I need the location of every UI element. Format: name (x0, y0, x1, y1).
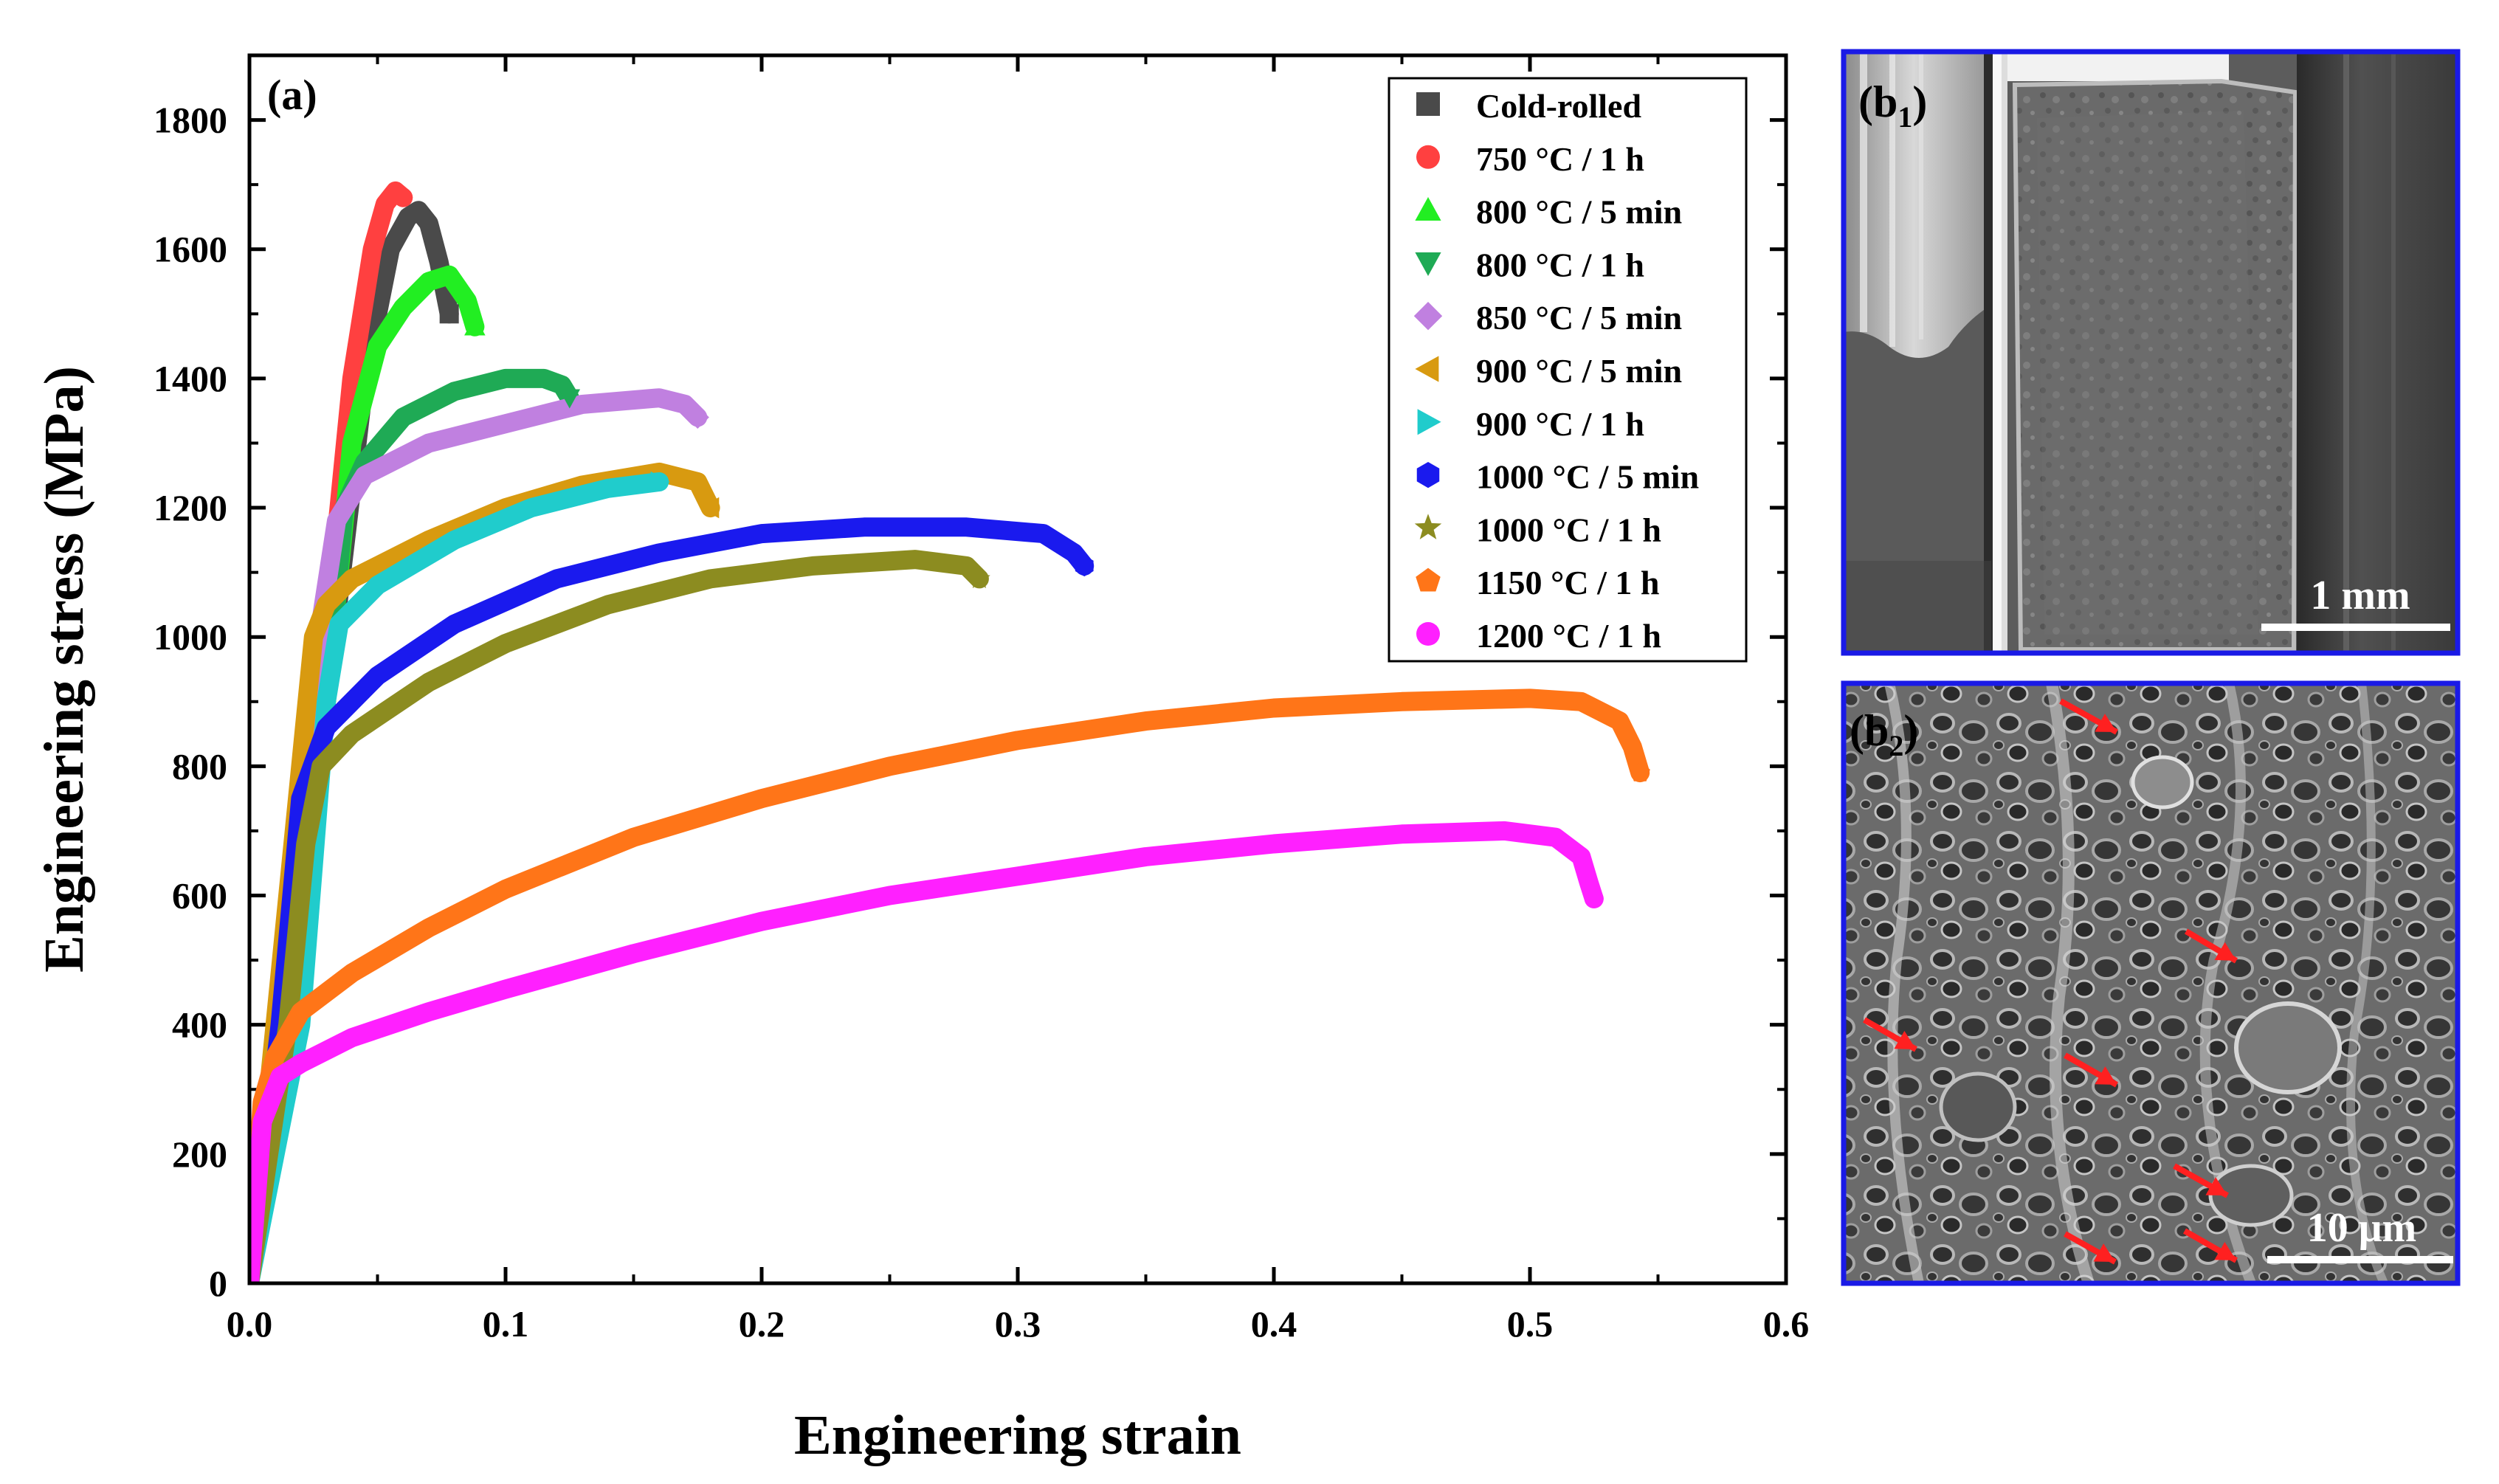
legend-marker-cold-rolled (1416, 92, 1440, 116)
sem-image-b2 (1844, 683, 2458, 1283)
legend-marker-750-c-1-h (1416, 145, 1440, 169)
series-end-marker-1000-c-5-min (1075, 555, 1094, 577)
legend-label-850-c-5-min: 850 °C / 5 min (1476, 299, 1682, 337)
inset-b1-border (1841, 49, 2461, 656)
crack-arrow-head (2093, 1243, 2115, 1262)
crack-arrow-head (1894, 1030, 1916, 1049)
legend-label-1000-c-1-h: 1000 °C / 1 h (1476, 511, 1661, 548)
series-layer (249, 181, 1650, 1283)
crack-arrows (1863, 698, 2238, 1265)
legend-label-900-c-5-min: 900 °C / 5 min (1476, 352, 1682, 390)
series-end-marker-850-c-5-min (686, 405, 709, 429)
y-tick-label: 1400 (154, 358, 227, 399)
y-tick-label: 1200 (154, 487, 227, 528)
series-end-marker-800-c-5-min (464, 316, 486, 336)
y-tick-label: 400 (172, 1004, 227, 1046)
panel-label-b2: (b2) (1850, 706, 1918, 762)
crack-arrow-head (2214, 942, 2236, 961)
crack-arrow-head (2095, 714, 2117, 732)
sem-image-b1 (1844, 52, 2458, 653)
y-axis-label: Engineering stress (MPa) (33, 366, 95, 973)
series-line-1150-c-1-h (249, 688, 1650, 1283)
series-end-marker-1150-c-1-h (1630, 762, 1650, 781)
panel-label-a: (a) (267, 71, 317, 119)
x-tick-label: 0.5 (1507, 1303, 1554, 1345)
legend-label-1200-c-1-h: 1200 °C / 1 h (1476, 617, 1661, 655)
y-tick-label: 1000 (154, 616, 227, 658)
series-end-marker-900-c-1-h (650, 471, 670, 493)
scale-bar-b2 (2267, 1256, 2453, 1263)
legend-marker-1150-c-1-h (1416, 567, 1441, 592)
crack-arrow-head (2214, 1241, 2236, 1260)
legend-box (1388, 77, 1748, 663)
series-end-marker-1200-c-1-h (1584, 888, 1604, 908)
legend-marker-1000-c-1-h (1414, 514, 1442, 539)
legend-marker-900-c-1-h (1417, 409, 1441, 435)
legend-label-900-c-1-h: 900 °C / 1 h (1476, 405, 1644, 443)
series-line-1200-c-1-h (249, 821, 1604, 1283)
x-tick-label: 0.2 (739, 1303, 785, 1345)
series-end-marker-900-c-5-min (700, 497, 720, 519)
plot-frame (247, 53, 1788, 1285)
y-tick-label: 1600 (154, 229, 227, 270)
legend-marker-900-c-5-min (1415, 356, 1439, 382)
legend-marker-1000-c-5-min (1416, 462, 1440, 489)
x-tick-label: 0.0 (227, 1303, 273, 1345)
y-tick-label: 600 (172, 875, 227, 917)
scale-bar-label-b2: 10 μm (2307, 1205, 2416, 1251)
x-tick-label: 0.4 (1251, 1303, 1297, 1345)
panel-label-b1: (b1) (1858, 77, 1927, 134)
series-line-850-c-5-min (249, 388, 708, 1283)
legend-label-800-c-5-min: 800 °C / 5 min (1476, 193, 1682, 231)
legend-label-cold-rolled: Cold-rolled (1476, 87, 1641, 125)
inset-b2-fracture-dimples: (b2) 10 μm (1841, 680, 2461, 1286)
legend-marker-1200-c-1-h (1416, 622, 1440, 646)
series-end-marker-750-c-1-h (393, 187, 413, 207)
series-line-900-c-1-h (249, 472, 669, 1283)
y-tick-label: 800 (172, 745, 227, 787)
y-tick-label: 1800 (154, 100, 227, 141)
inset-b1-fracture-macro: (b1) 1 mm (1841, 49, 2461, 656)
series-end-marker-1000-c-1-h (968, 567, 990, 589)
x-axis-label: Engineering strain (794, 1404, 1241, 1466)
y-tick-label: 200 (172, 1133, 227, 1175)
legend-label-1150-c-1-h: 1150 °C / 1 h (1476, 564, 1659, 601)
crack-arrow-head (2205, 1177, 2227, 1195)
legend-label-1000-c-5-min: 1000 °C / 5 min (1476, 458, 1699, 496)
x-tick-label: 0.1 (483, 1303, 529, 1345)
tick-labels: 0.0 0.1 0.2 0.3 0.4 0.5 0.6 0 200 400 600 800 1000 12… (154, 100, 1809, 1345)
legend: Cold-rolled 750 °C / 1 h 800 °C / 5 min 800… (1388, 77, 1748, 663)
series-end-marker-cold-rolled (439, 304, 459, 324)
legend-marker-800-c-1-h (1415, 252, 1441, 276)
series-end-marker-800-c-1-h (559, 389, 581, 409)
x-tick-label: 0.6 (1763, 1303, 1810, 1345)
series-line-900-c-5-min (249, 462, 720, 1283)
legend-label-800-c-1-h: 800 °C / 1 h (1476, 246, 1644, 283)
y-tick-label: 0 (209, 1263, 227, 1304)
scale-bar-label-b1: 1 mm (2310, 573, 2410, 618)
legend-marker-800-c-5-min (1415, 197, 1441, 221)
inset-b2-border (1841, 680, 2461, 1286)
crack-arrow-head (2095, 1066, 2117, 1085)
legend-marker-850-c-5-min (1413, 302, 1443, 331)
scale-bar-b1 (2261, 624, 2450, 631)
series-line-1000-c-5-min (249, 517, 1095, 1283)
stress-strain-chart: 0.0 0.1 0.2 0.3 0.4 0.5 0.6 0 200 400 600 800 1000 12… (33, 53, 1809, 1466)
x-tick-label: 0.3 (995, 1303, 1041, 1345)
legend-label-750-c-1-h: 750 °C / 1 h (1476, 140, 1644, 178)
series-line-1000-c-1-h (249, 550, 989, 1283)
